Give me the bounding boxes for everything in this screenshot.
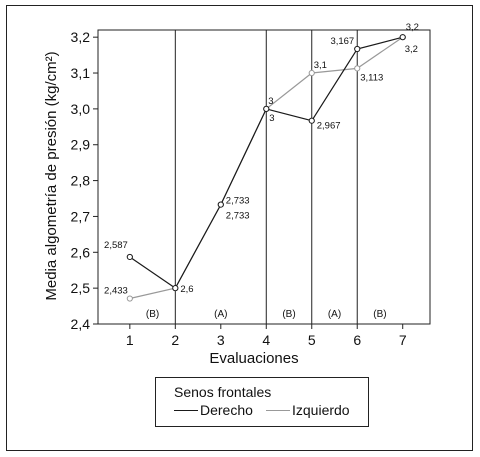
legend-title: Senos frontales <box>174 384 272 400</box>
x-axis-title: Evaluaciones <box>209 350 298 367</box>
legend: Senos frontales Derecho Izquierdo <box>155 377 369 427</box>
phase-label: (B) <box>282 309 295 320</box>
data-label-derecho: 2,733 <box>226 196 250 207</box>
data-label-izquierdo: 2,433 <box>104 286 128 297</box>
y-tick-label: 2,7 <box>71 208 91 224</box>
x-tick-label: 2 <box>171 332 179 348</box>
data-point-izquierdo <box>126 295 133 302</box>
phase-label: (A) <box>214 309 227 320</box>
x-tick-label: 7 <box>399 332 407 348</box>
legend-item-derecho: Derecho <box>174 402 253 418</box>
y-tick-label: 3,1 <box>71 65 91 81</box>
data-point-derecho <box>354 45 361 53</box>
y-tick-label: 2,8 <box>71 173 91 189</box>
data-label-izquierdo: 2,733 <box>226 211 250 222</box>
data-point-derecho <box>308 117 315 124</box>
x-tick-label: 3 <box>217 332 225 348</box>
legend-label-derecho: Derecho <box>200 402 253 418</box>
data-label-izquierdo: 3,113 <box>360 72 383 83</box>
data-label-izquierdo: 3 <box>269 113 274 124</box>
data-point-derecho <box>263 105 270 112</box>
data-label-derecho: 2,6 <box>180 284 193 295</box>
data-point-izquierdo <box>354 65 361 72</box>
data-label-derecho: 2,587 <box>104 240 128 251</box>
y-tick-label: 2,5 <box>71 280 91 296</box>
data-label-derecho: 3,167 <box>330 36 354 47</box>
plot-area-frame <box>97 29 431 325</box>
y-tick-label: 2,4 <box>71 316 91 332</box>
data-point-derecho <box>172 285 179 292</box>
y-tick-label: 2,6 <box>71 244 91 260</box>
data-point-derecho <box>399 34 406 41</box>
y-tick-label: 3,2 <box>71 29 91 45</box>
data-point-derecho <box>126 253 133 261</box>
y-axis-title: Media algometría de presión (kg/cm²) <box>43 51 60 300</box>
data-label-izquierdo: 3,1 <box>314 60 327 71</box>
phase-label: (A) <box>328 309 341 320</box>
data-label-derecho: 3,2 <box>406 22 419 33</box>
phase-label: (B) <box>373 309 386 320</box>
data-point-izquierdo <box>308 69 315 77</box>
legend-label-izquierdo: Izquierdo <box>292 402 350 418</box>
x-tick-label: 4 <box>262 332 270 348</box>
x-tick-label: 5 <box>308 332 316 348</box>
x-tick-label: 1 <box>126 332 134 348</box>
data-label-derecho: 3 <box>268 96 273 107</box>
y-tick-label: 2,9 <box>71 137 91 153</box>
legend-swatch-derecho <box>174 409 198 411</box>
legend-item-izquierdo: Izquierdo <box>266 402 350 418</box>
data-label-derecho: 2,967 <box>317 121 341 132</box>
x-tick-label: 6 <box>353 332 361 348</box>
data-point-derecho <box>217 201 224 208</box>
legend-swatch-izquierdo <box>266 409 290 411</box>
phase-label: (B) <box>146 309 159 320</box>
y-tick-label: 3,0 <box>71 101 91 117</box>
data-label-izquierdo: 3,2 <box>405 44 418 55</box>
figure-frame <box>6 5 473 451</box>
